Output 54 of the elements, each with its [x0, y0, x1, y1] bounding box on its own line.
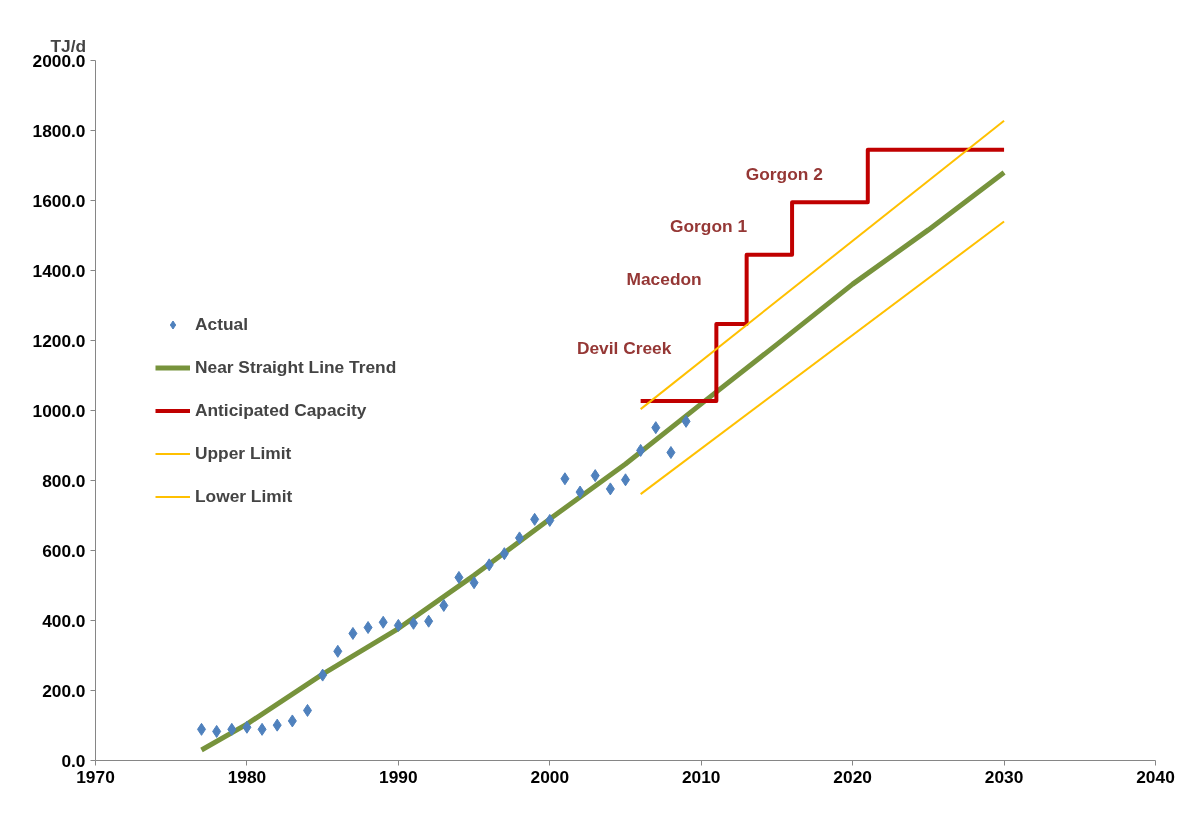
- point: [636, 443, 646, 457]
- x-tick-label: 1980: [227, 766, 267, 787]
- point: [469, 576, 479, 590]
- point: [484, 558, 494, 572]
- y-tick-label: 1200.0: [32, 330, 86, 351]
- point: [257, 722, 267, 736]
- x-tick-label: 2040: [1136, 766, 1175, 787]
- annotation: Gorgon 1: [670, 216, 748, 237]
- point: [605, 482, 615, 496]
- point: [333, 644, 343, 658]
- y-tick-label: 600.0: [42, 540, 86, 561]
- point: [666, 446, 676, 459]
- point: [590, 469, 600, 483]
- point: [227, 722, 237, 736]
- point: [242, 720, 252, 734]
- y-axis-title: TJ/d: [50, 35, 87, 56]
- point: [318, 668, 328, 682]
- point: [560, 472, 570, 486]
- legend-label: Anticipated Capacity: [195, 399, 367, 421]
- legend-label: Near Straight Line Trend: [195, 356, 397, 378]
- legend-label: Lower Limit: [195, 485, 293, 507]
- x-tick-label: 2020: [833, 766, 872, 787]
- y-tick-label: 800.0: [42, 470, 86, 491]
- x-tick-label: 1990: [379, 766, 418, 787]
- annotation: Gorgon 2: [745, 163, 823, 184]
- point: [499, 547, 509, 561]
- point: [378, 615, 388, 629]
- point: [348, 626, 358, 640]
- point: [287, 714, 297, 728]
- point: [454, 570, 464, 584]
- point: [575, 485, 585, 499]
- point: [212, 724, 222, 738]
- x-tick-label: 2030: [984, 766, 1024, 787]
- point: [393, 618, 403, 632]
- point: [530, 512, 540, 526]
- y-tick-label: 200.0: [42, 680, 86, 701]
- y-tick-label: 1000.0: [32, 400, 86, 421]
- x-tick-label: 2000: [530, 766, 570, 787]
- y-tick-label: 1400.0: [32, 260, 86, 281]
- point: [545, 513, 555, 527]
- annotation: Devil Creek: [576, 338, 672, 359]
- annotation: Macedon: [626, 268, 702, 289]
- x-tick-label: 2010: [681, 766, 721, 787]
- y-tick-label: 400.0: [42, 610, 86, 631]
- point: [439, 598, 449, 612]
- point: [424, 614, 434, 628]
- point: [651, 421, 661, 435]
- legend-label: Actual: [195, 313, 248, 335]
- legend-label: Upper Limit: [195, 442, 292, 464]
- y-tick-label: 1800.0: [32, 120, 86, 141]
- point: [363, 621, 373, 634]
- y-tick-label: 1600.0: [32, 190, 86, 211]
- point: [681, 414, 691, 428]
- point: [272, 718, 282, 732]
